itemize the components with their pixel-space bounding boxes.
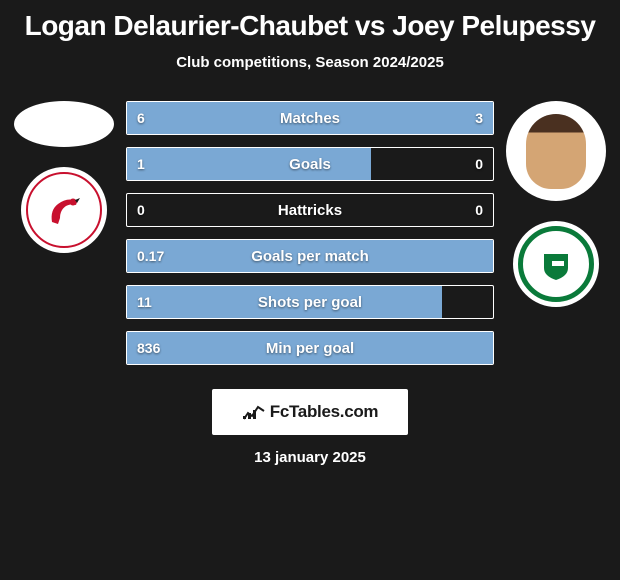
stat-value-right: 0 [475,202,483,218]
stat-value-right: 0 [475,156,483,172]
fctables-icon [242,403,266,421]
face-placeholder [526,114,586,189]
main-row: 6Matches31Goals00Hattricks00.17Goals per… [8,101,612,365]
comparison-infographic: Logan Delaurier-Chaubet vs Joey Pelupess… [0,0,620,580]
stat-row: 11Shots per goal [126,285,494,319]
stat-label: Matches [127,110,493,127]
left-player-column [10,101,118,253]
right-player-column [502,101,610,307]
stat-label: Goals per match [127,248,493,265]
source-logo-box: FcTables.com [212,389,408,435]
date-text: 13 january 2025 [8,449,612,466]
subtitle: Club competitions, Season 2024/2025 [8,54,612,71]
page-title: Logan Delaurier-Chaubet vs Joey Pelupess… [8,10,612,42]
shield-icon [538,246,574,282]
stat-label: Goals [127,156,493,173]
right-club-badge [513,221,599,307]
stats-column: 6Matches31Goals00Hattricks00.17Goals per… [126,101,494,365]
stat-value-right: 3 [475,110,483,126]
stat-row: 1Goals0 [126,147,494,181]
right-player-avatar [506,101,606,201]
stat-label: Shots per goal [127,294,493,311]
stat-row: 0.17Goals per match [126,239,494,273]
stat-label: Min per goal [127,340,493,357]
stat-row: 836Min per goal [126,331,494,365]
stat-row: 0Hattricks0 [126,193,494,227]
stat-label: Hattricks [127,202,493,219]
left-club-badge [21,167,107,253]
stat-row: 6Matches3 [126,101,494,135]
fc-groningen-logo [518,226,594,302]
flamingo-icon [44,190,84,230]
almere-city-logo [26,172,102,248]
source-logo-text: FcTables.com [270,402,379,422]
left-player-avatar [14,101,114,147]
